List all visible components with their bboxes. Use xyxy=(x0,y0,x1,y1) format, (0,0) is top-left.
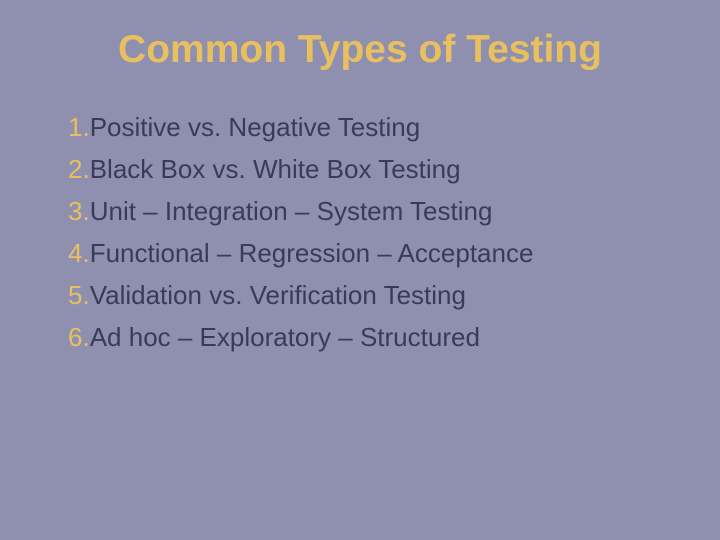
item-text: Black Box vs. White Box Testing xyxy=(90,154,461,185)
item-dot: . xyxy=(82,154,89,185)
item-text: Positive vs. Negative Testing xyxy=(90,112,420,143)
list-item: 3.Unit – Integration – System Testing xyxy=(68,196,672,227)
item-dot: . xyxy=(82,196,89,227)
list-item: 4.Functional – Regression – Acceptance xyxy=(68,238,672,269)
item-text: Functional – Regression – Acceptance xyxy=(90,238,534,269)
item-dot: . xyxy=(82,280,89,311)
item-number: 5 xyxy=(68,280,82,311)
testing-types-list: 1.Positive vs. Negative Testing 2.Black … xyxy=(48,112,672,353)
item-number: 6 xyxy=(68,322,82,353)
slide-title: Common Types of Testing xyxy=(48,28,672,72)
item-dot: . xyxy=(82,238,89,269)
item-text: Unit – Integration – System Testing xyxy=(90,196,493,227)
item-text: Ad hoc – Exploratory – Structured xyxy=(90,322,480,353)
item-number: 2 xyxy=(68,154,82,185)
item-dot: . xyxy=(82,322,89,353)
item-dot: . xyxy=(82,112,89,143)
list-item: 5.Validation vs. Verification Testing xyxy=(68,280,672,311)
item-number: 4 xyxy=(68,238,82,269)
list-item: 1.Positive vs. Negative Testing xyxy=(68,112,672,143)
item-number: 1 xyxy=(68,112,82,143)
item-number: 3 xyxy=(68,196,82,227)
list-item: 6.Ad hoc – Exploratory – Structured xyxy=(68,322,672,353)
list-item: 2.Black Box vs. White Box Testing xyxy=(68,154,672,185)
item-text: Validation vs. Verification Testing xyxy=(90,280,466,311)
